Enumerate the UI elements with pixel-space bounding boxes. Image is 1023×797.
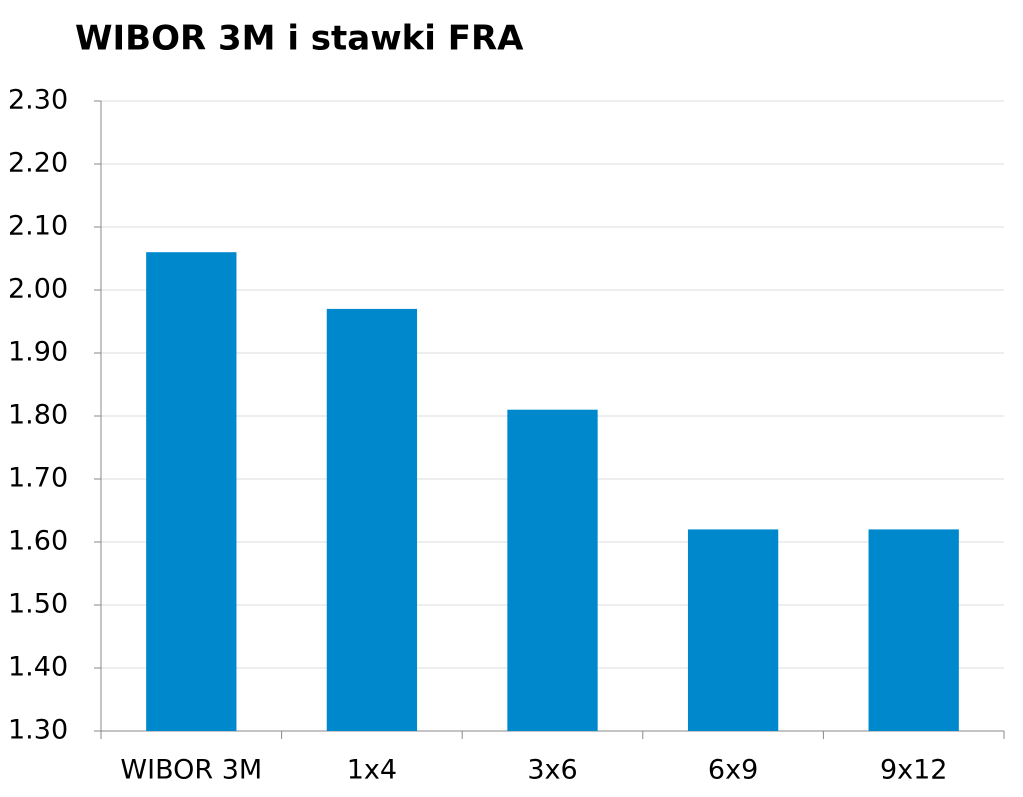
x-tick-label: 1x4 <box>347 755 397 786</box>
x-tick-label: 9x12 <box>880 755 948 786</box>
y-tick-label: 1.80 <box>8 400 68 431</box>
bar <box>687 529 779 731</box>
x-tick-label: WIBOR 3M <box>120 755 262 786</box>
y-tick-label: 1.70 <box>8 463 68 494</box>
y-tick-label: 2.30 <box>8 85 68 116</box>
y-tick-label: 2.20 <box>8 148 68 179</box>
bar <box>868 529 959 731</box>
chart-title: WIBOR 3M i stawki FRA <box>75 19 524 59</box>
y-tick-label: 1.50 <box>8 589 68 620</box>
bar <box>507 409 598 731</box>
y-tick-label: 2.00 <box>8 274 68 305</box>
y-tick-label: 1.60 <box>8 526 68 557</box>
y-tick-label: 1.90 <box>8 337 68 368</box>
bar <box>146 252 237 731</box>
x-tick-label: 6x9 <box>708 755 758 786</box>
y-tick-label: 2.10 <box>8 211 68 242</box>
y-tick-label: 1.30 <box>8 715 68 746</box>
y-tick-label: 1.40 <box>8 652 68 683</box>
x-tick-label: 3x6 <box>527 755 577 786</box>
bar <box>326 308 418 731</box>
